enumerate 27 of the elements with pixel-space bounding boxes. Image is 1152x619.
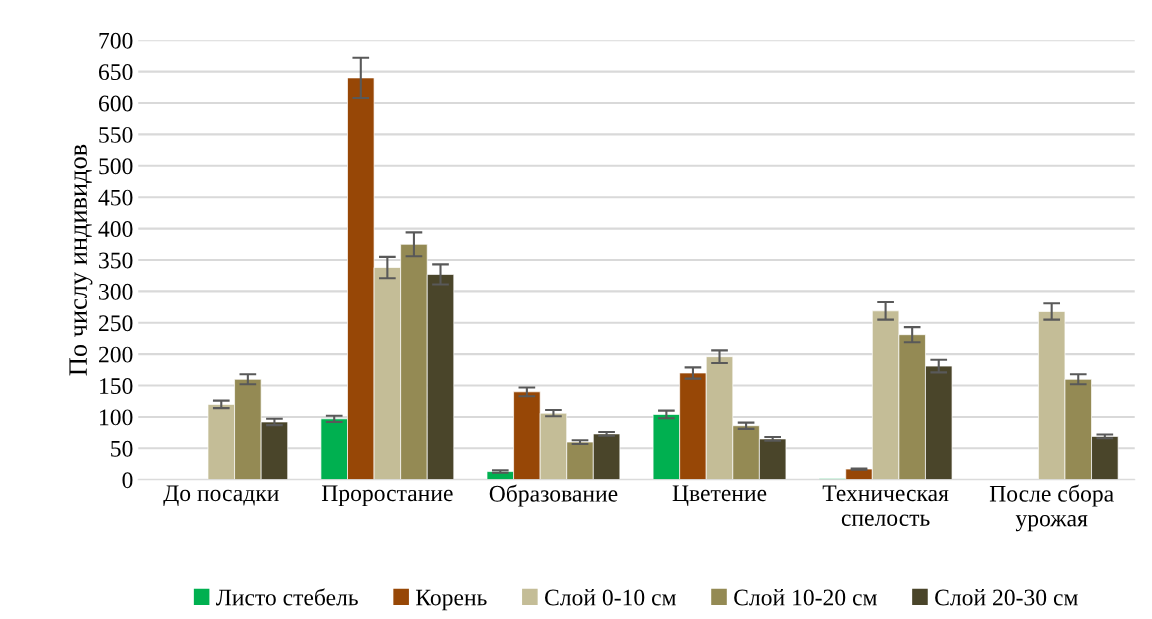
- y-tick-label: 450: [98, 189, 133, 206]
- x-tick-label: Техническая спелость: [822, 485, 949, 526]
- y-tick-label: 300: [99, 283, 133, 300]
- legend-label: Слой 0-10 см: [545, 589, 676, 606]
- legend-label: Слой 10-20 см: [734, 589, 877, 606]
- y-tick-label: 500: [99, 158, 133, 175]
- y-tick-label: 50: [111, 440, 133, 457]
- x-tick-label: До посадки: [163, 485, 279, 506]
- x-tick-label: Образование: [489, 484, 618, 507]
- y-axis-title: По числу индивидов: [69, 144, 93, 376]
- x-tick-label: Проростание: [321, 485, 453, 506]
- legend-label: Слой 20-30 см: [935, 589, 1078, 606]
- y-tick-label: 250: [99, 315, 133, 332]
- legend-label: Листо стебель: [216, 588, 358, 606]
- x-tick-label: Цветение: [672, 485, 767, 506]
- y-tick-label: 150: [100, 378, 133, 394]
- y-tick-label: 0: [122, 472, 133, 489]
- y-tick-label: 350: [99, 252, 133, 269]
- y-tick-label: 700: [99, 32, 133, 49]
- y-tick-label: 200: [99, 346, 133, 363]
- x-tick-label: После сбора урожая: [989, 484, 1114, 532]
- y-tick-label: 400: [98, 221, 133, 238]
- y-tick-label: 600: [98, 95, 133, 112]
- y-tick-label: 650: [98, 64, 133, 81]
- y-tick-label: 100: [100, 409, 133, 426]
- legend-label: Корень: [415, 589, 487, 611]
- y-tick-label: 550: [99, 126, 133, 143]
